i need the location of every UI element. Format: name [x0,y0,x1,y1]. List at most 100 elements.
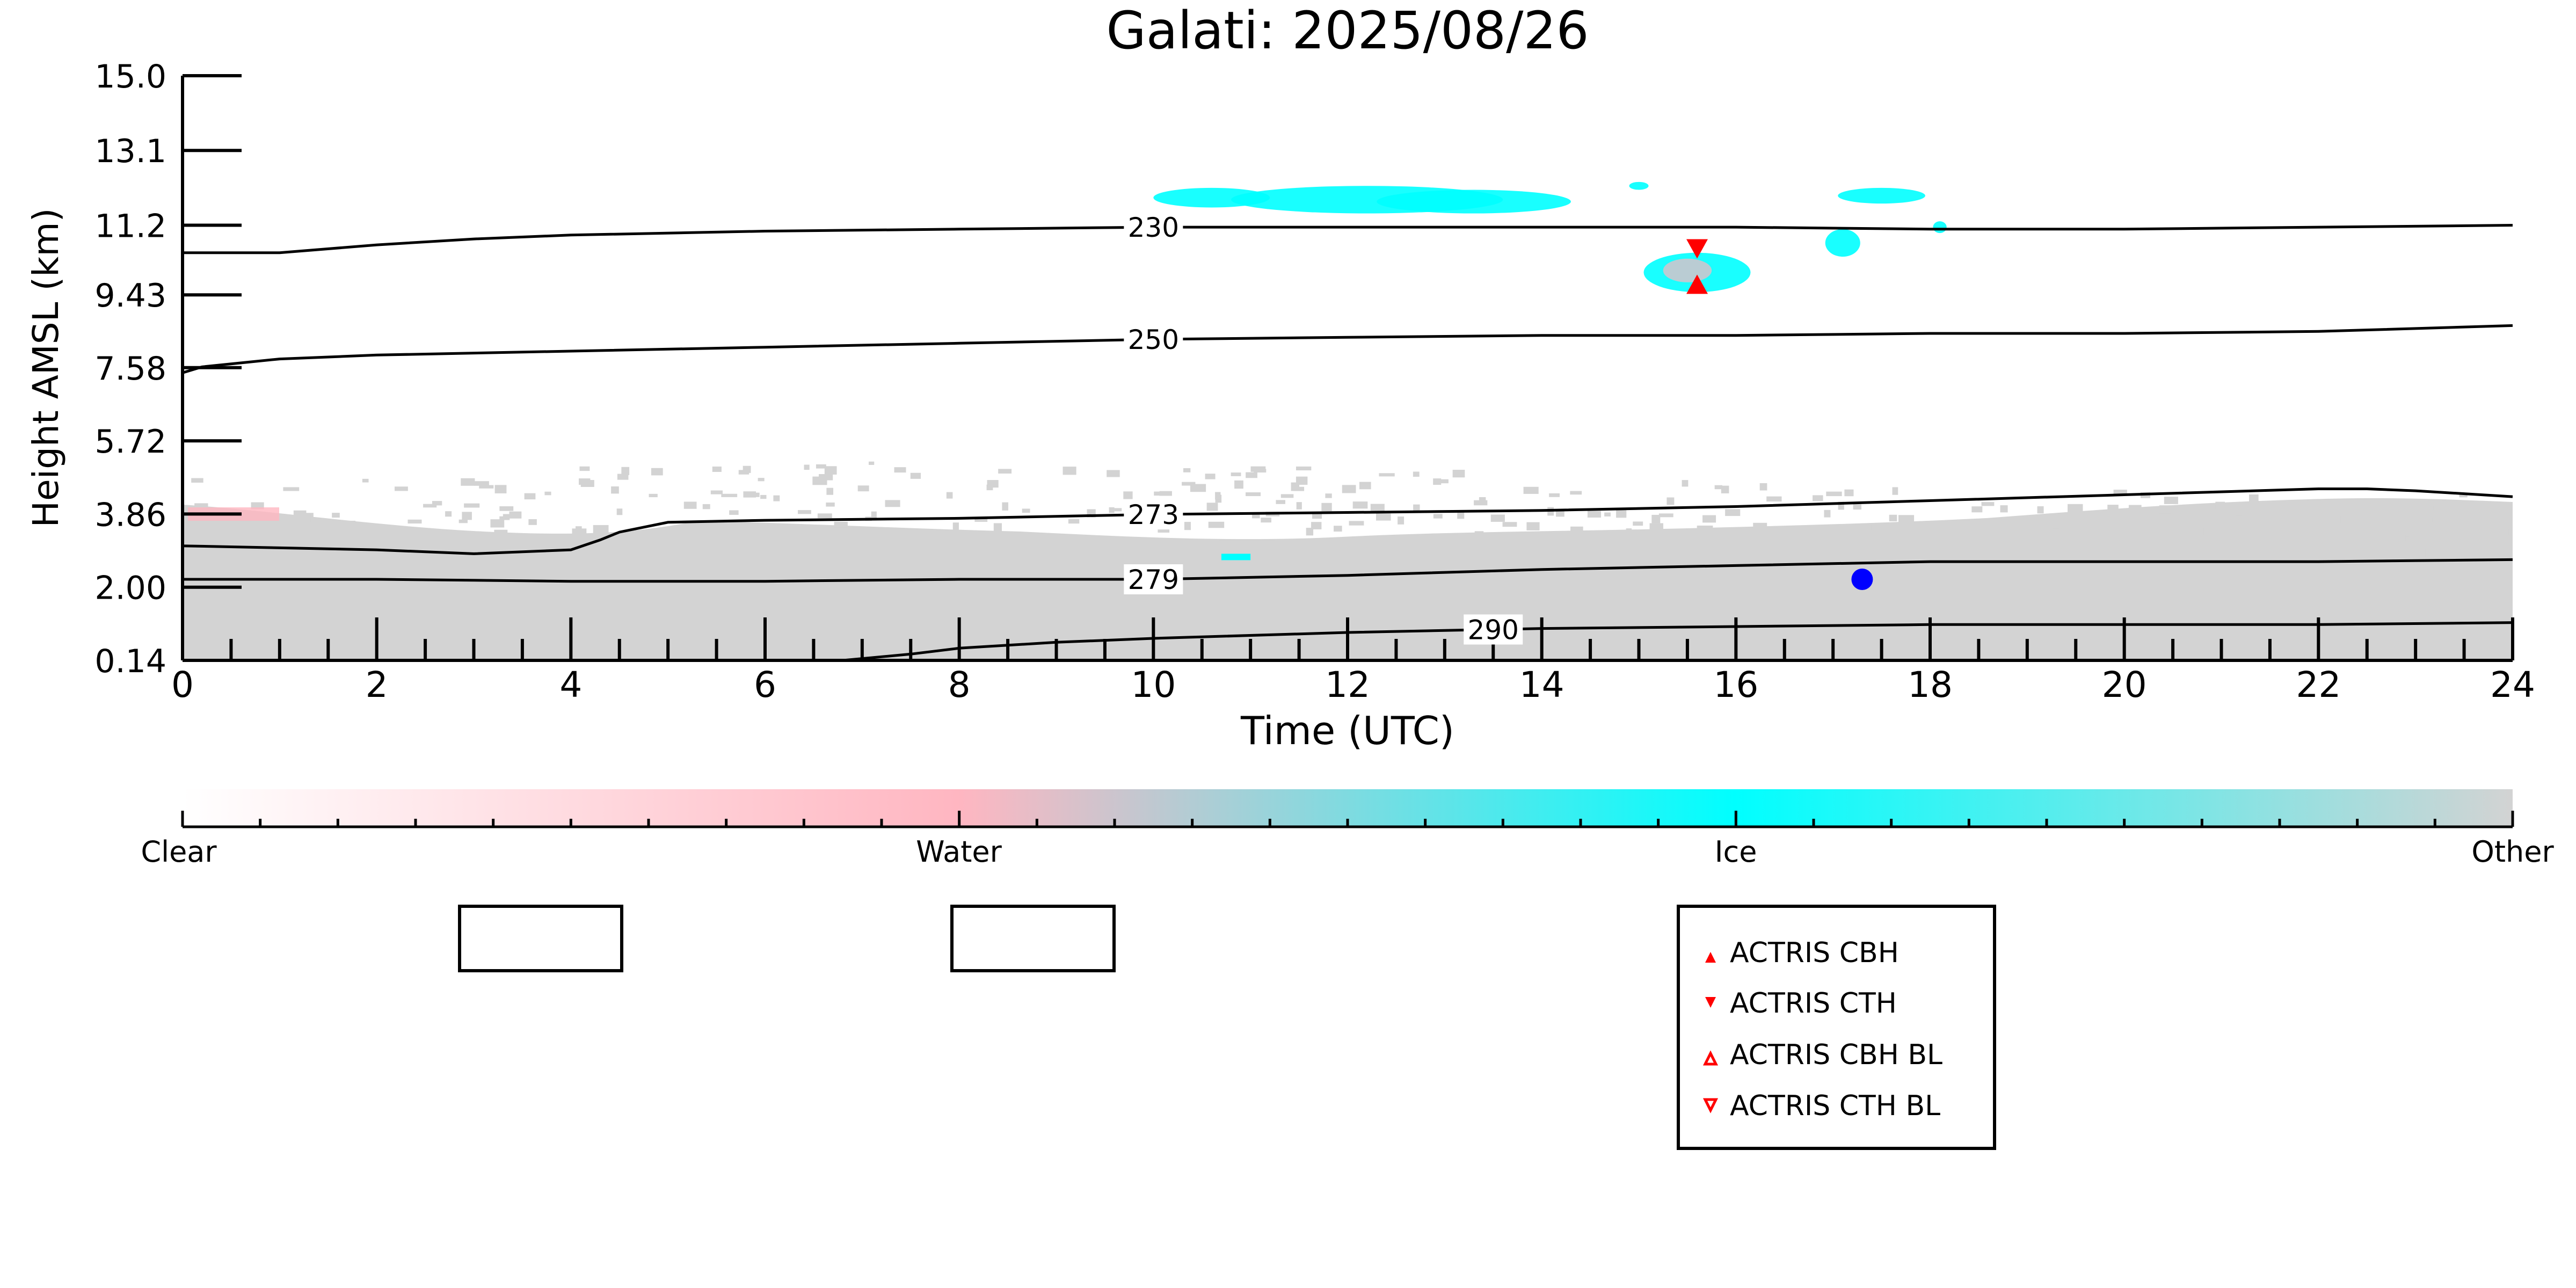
other-speckle-dot [1159,491,1172,496]
other-speckle-dot [1753,522,1767,528]
ice-cloud-patch [1629,181,1649,190]
y-ticks: 0.14 2.00 3.86 5.72 7.58 9.43 11.2 13.1 15.0 [94,58,242,680]
other-speckle-dot [1725,509,1741,516]
y-tick-label: 0.14 [94,643,166,680]
ice-cloud-patch [1933,221,1947,234]
other-speckle-dot [1251,513,1260,519]
other-speckle-dot [301,514,311,523]
other-speckle-dot [1714,485,1723,490]
other-speckle-dot [1280,494,1294,498]
other-speckle-dot [2093,536,2109,540]
legend-entry-cbh: ACTRIS CBH [1730,937,1899,969]
other-speckle-dot [1667,497,1675,505]
other-speckle-dot [1748,531,1760,537]
x-axis-label: Time (UTC) [1240,708,1454,753]
colorbar-ticks [181,811,2514,827]
other-speckle-dot [332,513,340,518]
other-speckle-dot [395,486,408,491]
other-speckle-dot [1184,522,1191,530]
x-tick-label: 6 [754,664,776,705]
other-speckle-dot [834,521,848,528]
other-speckle-dot [1732,540,1743,546]
other-speckle-dot [817,513,832,519]
contour-line-273 [182,487,2513,555]
other-speckle-dot [1234,480,1243,489]
other-speckle-dot [432,501,442,506]
other-speckle-dot [1433,514,1443,519]
contour-label-bg [1124,212,1183,243]
other-speckle-dot [1231,472,1241,476]
temperature-contours: 230 250 273 279 290 [182,212,2513,662]
other-speckle-dot [1502,522,1517,527]
other-speckle-dot [1981,502,1995,506]
other-speckle-dot [2215,501,2225,510]
other-speckle-dot [462,512,472,520]
other-speckle-dot [2235,545,2242,550]
x-tick-label: 2 [366,664,388,705]
other-speckle-dot [2459,493,2468,498]
other-speckle-dot [1766,496,1782,502]
x-tick-label: 14 [1519,664,1564,705]
other-speckle-dot [1871,525,1878,531]
y-tick-label: 11.2 [94,207,166,245]
other-speckle-dot [743,465,751,473]
other-speckle-dot [1570,491,1582,495]
other-speckle-dot [524,493,536,500]
other-speckle-dot [2463,555,2470,562]
other-speckle-dot [952,522,959,530]
other-speckle-dot [2178,521,2193,527]
contour-line-279 [183,558,2513,583]
other-speckle-dot [1474,500,1488,506]
markers [1686,239,1873,591]
other-speckle-dot [2024,541,2032,544]
legend-entry-cbh-bl: ACTRIS CBH BL [1730,1039,1942,1071]
other-speckle-dot [2408,535,2419,541]
other-speckle-dot [593,525,609,534]
other-speckle-dot [721,493,738,497]
other-speckle-dot [2396,508,2403,513]
other-speckle-dot [910,472,921,479]
other-speckle-dot [819,474,833,481]
other-speckle-dot [1549,493,1560,497]
other-speckle-dot [2113,490,2127,494]
other-speckle-dot [1626,531,1633,536]
other-speckle-dot [987,480,999,488]
other-speckle-dot [2337,529,2352,535]
y-tick-label: 9.43 [94,277,166,315]
ice-clouds [1153,181,1947,561]
other-speckle-dot [1626,528,1632,533]
other-speckle-dot [2418,523,2424,529]
other-speckle-dot [946,492,953,499]
other-speckle-dot [611,486,619,494]
other-speckle [183,461,2509,562]
other-speckle-dot [2438,499,2447,504]
other-speckle-dot [804,464,810,470]
other-speckle-dot [2053,524,2060,529]
other-speckle-dot [1474,531,1484,536]
other-speckle-dot [2068,504,2083,513]
other-speckle-dot [1334,526,1342,532]
colorbar-label-ice: Ice [1715,835,1757,869]
other-speckle-dot [1813,495,1823,501]
other-speckle-dot [1190,484,1206,492]
other-speckle-dot [1321,503,1332,512]
other-speckle-dot [2164,497,2178,504]
other-speckle-dot [894,467,906,473]
other-speckle-dot [576,526,582,530]
other-speckle-dot [2493,528,2509,535]
other-speckle-dot [191,478,203,483]
other-speckle-dot [1898,515,1915,523]
other-speckle-dot [1434,479,1449,484]
other-speckle-dot [2425,549,2436,557]
other-speckle-dot [1633,521,1643,526]
other-speckle-dot [1452,469,1465,478]
other-speckle-dot [373,525,380,530]
x-tick-label: 12 [1325,664,1370,705]
other-speckle-dot [1261,518,1271,523]
other-speckle-dot [423,504,437,508]
other-speckle-dot [1349,521,1364,526]
other-speckle-dot [1826,491,1842,497]
other-speckle-dot [2080,512,2092,516]
other-speckle-dot [2463,533,2477,541]
other-speckle-dot [1208,521,1225,528]
